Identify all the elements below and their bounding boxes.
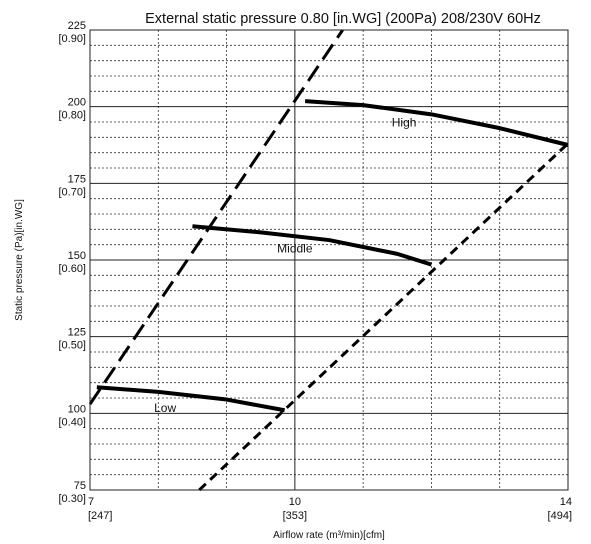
series-label-high: High <box>392 116 417 130</box>
y-tick-sublabel: [0.40] <box>58 416 86 428</box>
y-tick-sublabel: [0.50] <box>58 340 86 352</box>
series-line-low <box>96 385 285 413</box>
series-line-middle <box>192 224 433 267</box>
x-tick-labels: 7 [247] 10 [353] 14 [494] <box>88 496 572 522</box>
boundary-line-long-dash <box>88 29 344 405</box>
y-axis-title: Static pressure (Pa)[in.WG] <box>14 199 25 321</box>
series-line-high <box>304 99 569 147</box>
y-tick-label: 125 <box>68 327 86 339</box>
y-tick-sublabel: [0.60] <box>58 263 86 275</box>
y-tick-label: 150 <box>68 250 86 262</box>
boundary-lines <box>88 29 570 492</box>
y-tick-label: 100 <box>68 403 86 415</box>
series-label-low: Low <box>154 401 176 415</box>
y-tick-sublabel: [0.70] <box>58 186 86 198</box>
x-tick-label: 10 <box>289 496 301 508</box>
series-lines: High Middle Low <box>96 99 569 415</box>
y-tick-label: 200 <box>68 97 86 109</box>
series-label-middle: Middle <box>277 241 313 255</box>
boundary-line-short-dash <box>198 142 570 492</box>
plot-frame <box>89 29 569 491</box>
x-axis-title: Airflow rate (m³/min)[cfm] <box>273 530 385 541</box>
y-tick-label: 225 <box>68 20 86 32</box>
y-tick-sublabel: [0.30] <box>58 493 86 505</box>
y-tick-sublabel: [0.80] <box>58 110 86 122</box>
plot-grid <box>89 29 569 491</box>
y-tick-label: 75 <box>74 480 86 492</box>
x-tick-sublabel: [494] <box>548 510 572 522</box>
y-tick-label: 175 <box>68 173 86 185</box>
y-tick-labels: 75[0.30]100[0.40]125[0.50]150[0.60]175[0… <box>58 20 86 505</box>
x-tick-label: 14 <box>560 496 572 508</box>
x-tick-sublabel: [247] <box>88 510 112 522</box>
x-tick-sublabel: [353] <box>283 510 307 522</box>
chart-title: External static pressure 0.80 [in.WG] (2… <box>145 11 541 27</box>
y-tick-sublabel: [0.90] <box>58 33 86 45</box>
x-tick-label: 7 <box>88 496 94 508</box>
